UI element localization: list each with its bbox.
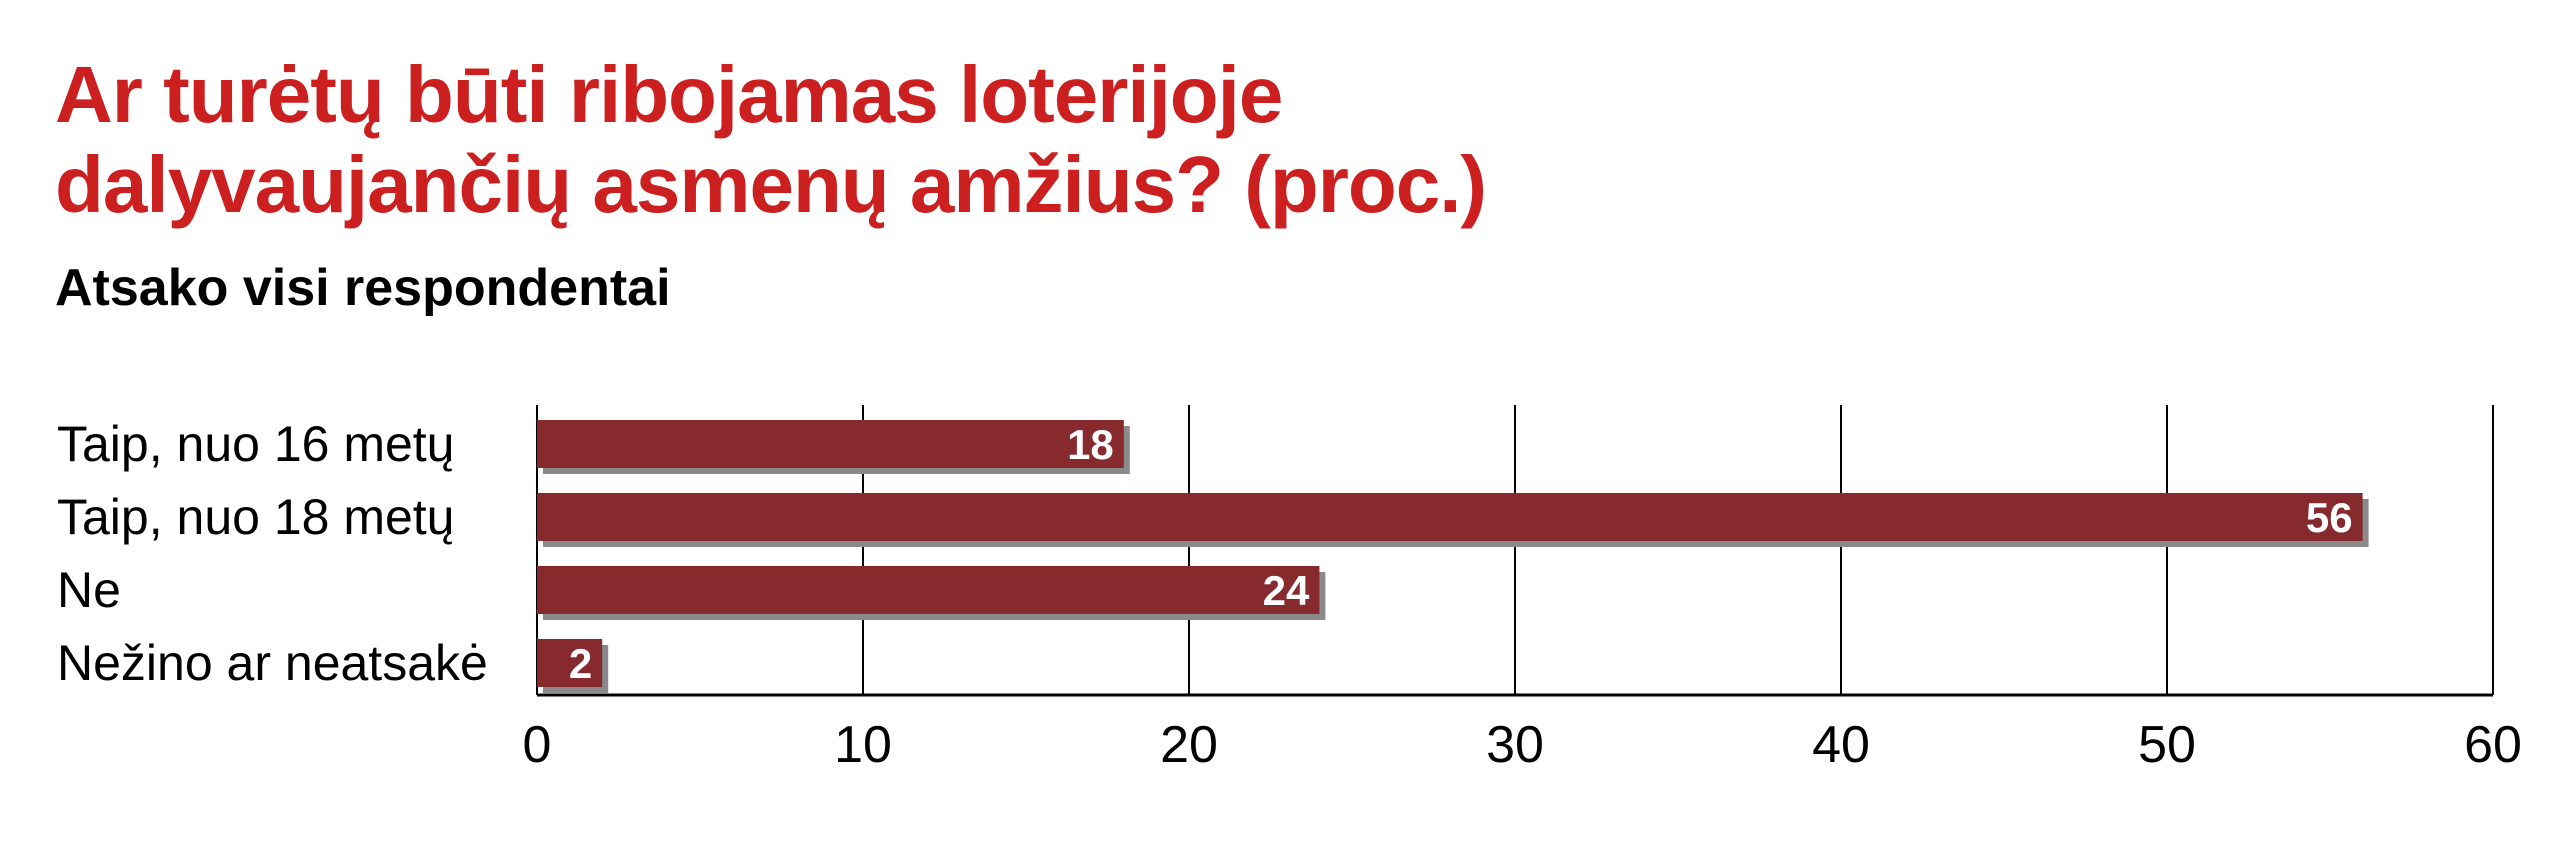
data-label-0: 18	[1067, 421, 1114, 468]
x-tick-label-20: 20	[1160, 716, 1218, 774]
x-tick-label-0: 0	[523, 716, 552, 774]
category-label-3: Nežino ar neatsakė	[57, 635, 488, 691]
chart-title-line-1: Ar turėtų būti ribojamas loterijoje	[55, 50, 1283, 139]
x-tick-label-60: 60	[2464, 716, 2522, 774]
bar-3	[537, 639, 603, 687]
data-label-2: 24	[1263, 567, 1310, 614]
chart-title: Ar turėtų būti ribojamas loterijoje daly…	[55, 50, 1487, 230]
bar-2	[537, 566, 1320, 614]
x-tick-label-10: 10	[834, 716, 892, 774]
chart-subtitle: Atsako visi respondentai	[55, 259, 671, 317]
data-label-3: 2	[569, 640, 592, 687]
category-label-0: Taip, nuo 16 metų	[57, 416, 455, 472]
category-label-1: Taip, nuo 18 metų	[57, 489, 455, 545]
x-tick-label-40: 40	[1812, 716, 1870, 774]
bar-1	[537, 493, 2363, 541]
chart-title-line-2: dalyvaujančių asmenų amžius? (proc.)	[55, 140, 1487, 229]
bar-0	[537, 420, 1124, 468]
x-tick-label-30: 30	[1486, 716, 1544, 774]
x-tick-label-50: 50	[2138, 716, 2196, 774]
category-label-2: Ne	[57, 562, 121, 618]
data-label-1: 56	[2306, 494, 2353, 541]
